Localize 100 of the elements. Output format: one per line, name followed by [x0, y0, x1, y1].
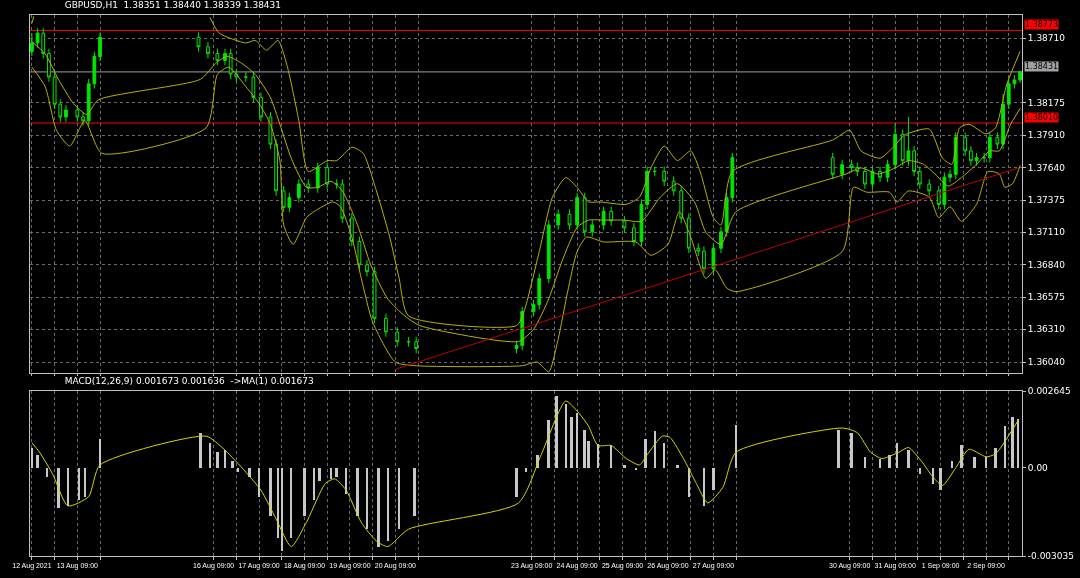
chart-title: MACD(12,26,9) 0.001673 0.001636 ->MA(1) 0.001673 — [64, 376, 314, 387]
bar — [907, 450, 910, 468]
y-tick-label: 1.37110 — [1027, 227, 1066, 238]
y-tick-label: 1.36040 — [1027, 357, 1066, 368]
candlestick — [927, 178, 932, 197]
candlestick — [215, 48, 220, 66]
bar — [36, 454, 39, 468]
bar — [939, 467, 942, 491]
candlestick — [546, 219, 551, 284]
bar — [644, 439, 647, 468]
candlestick — [662, 166, 667, 187]
candlestick — [917, 166, 922, 190]
bar — [377, 467, 380, 548]
candlestick — [334, 178, 339, 190]
candlestick — [719, 226, 723, 254]
candlestick — [840, 159, 845, 180]
candlestick — [1001, 93, 1005, 150]
bar — [57, 467, 60, 508]
candlestick — [968, 145, 973, 167]
candlestick — [406, 336, 411, 348]
candlestick — [98, 31, 102, 62]
candlestick — [679, 185, 684, 224]
y-tick-label: 1.37640 — [1027, 163, 1066, 174]
candlestick — [982, 152, 987, 164]
y-tick-label: 1.36840 — [1027, 260, 1066, 271]
candlestick — [948, 168, 952, 183]
bar — [555, 396, 558, 468]
bar — [973, 456, 976, 468]
bar — [837, 429, 840, 468]
candlestick — [632, 222, 636, 247]
candlestick — [251, 71, 256, 103]
y-tick-label: 0.00 — [1027, 462, 1049, 473]
ref-line-label: 1.38773 — [1025, 20, 1059, 29]
bar — [994, 448, 997, 468]
candlestick — [696, 242, 701, 257]
y-tick-label: 0.002645 — [1027, 386, 1071, 397]
bar — [623, 464, 626, 468]
candlestick — [974, 152, 979, 167]
candlestick — [575, 192, 580, 231]
line-series — [31, 400, 1019, 548]
candlestick — [259, 92, 263, 123]
candlestick — [671, 175, 676, 197]
candlestick — [702, 245, 706, 275]
bar — [231, 461, 234, 468]
candlestick — [64, 104, 68, 123]
candlestick — [274, 138, 278, 197]
y-tick-label: -0.003035 — [1027, 551, 1074, 562]
bar — [676, 464, 679, 468]
bar — [712, 467, 715, 491]
bar — [583, 429, 586, 468]
candlestick — [582, 192, 587, 238]
candlestick — [556, 208, 561, 231]
ref-line-label: 1.38431 — [1025, 62, 1059, 71]
candlestick — [652, 166, 657, 177]
candlestick — [395, 326, 400, 348]
candlestick — [862, 166, 867, 190]
bar — [216, 452, 219, 468]
chart-title: GBPUSD,H1 1.38351 1.38440 1.38339 1.38431 — [64, 0, 282, 11]
bar — [413, 467, 416, 517]
candlestick — [206, 41, 210, 59]
candlestick — [711, 242, 716, 275]
candlestick — [912, 145, 916, 177]
bar — [888, 454, 891, 468]
ref-line-label: 1.38010 — [1025, 113, 1059, 122]
candlestick — [885, 159, 890, 183]
candlestick — [567, 208, 572, 231]
bar — [335, 467, 338, 478]
bar — [356, 467, 359, 517]
candlestick — [414, 336, 419, 354]
bar — [850, 432, 853, 468]
bar — [547, 419, 550, 468]
candlestick — [893, 122, 898, 170]
candlestick — [296, 178, 301, 203]
candlestick — [1018, 70, 1022, 84]
bar — [318, 467, 321, 481]
line-series — [31, 66, 1021, 373]
candlestick — [75, 104, 80, 123]
candlestick — [30, 32, 34, 57]
candlestick — [325, 162, 330, 190]
candlestick — [878, 166, 882, 183]
candlestick — [365, 259, 369, 278]
candlestick — [963, 131, 968, 157]
candlestick — [384, 313, 388, 338]
y-tick-label: 1.38710 — [1027, 33, 1066, 44]
candlestick — [243, 71, 248, 83]
y-tick-label: 1.36575 — [1027, 292, 1066, 303]
candlestick — [830, 152, 835, 180]
y-tick-label: 1.36310 — [1027, 324, 1066, 335]
y-tick-label: 1.37375 — [1027, 195, 1066, 206]
candlestick — [987, 131, 992, 164]
bar — [1011, 416, 1014, 468]
bar — [199, 432, 202, 468]
bar — [269, 467, 272, 517]
candlestick — [995, 131, 1000, 150]
bar — [570, 416, 573, 468]
y-tick-label: 1.37910 — [1027, 130, 1066, 141]
candlestick — [81, 111, 85, 127]
candlestick — [315, 162, 320, 194]
bar — [515, 467, 518, 497]
candlestick — [196, 31, 201, 53]
